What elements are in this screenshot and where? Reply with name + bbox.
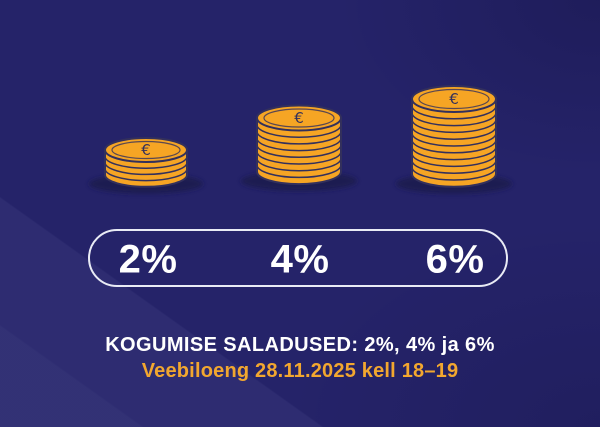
percent-label-4: 4%	[270, 237, 330, 282]
top-coin-inner-ring	[418, 88, 490, 110]
coin-edge-line	[411, 126, 497, 140]
top-coin-face	[411, 85, 497, 113]
top-coin-inner-ring	[111, 140, 181, 160]
top-coin-face	[256, 104, 342, 132]
coin-edge-line	[256, 151, 342, 165]
stack-6-percent: €	[396, 85, 512, 194]
subheadline: Veebiloeng 28.11.2025 kell 18–19	[141, 360, 459, 382]
stack-2-percent: €	[89, 137, 203, 194]
coin-edge-line	[411, 153, 497, 168]
top-coin-face	[104, 137, 188, 163]
euro-symbol-icon: €	[294, 109, 304, 127]
coin-edge-line	[411, 112, 497, 127]
coin-edge-line	[256, 158, 342, 172]
coin-edge-line	[411, 105, 497, 120]
coin-edge-line	[411, 119, 497, 134]
headline: KOGUMISE SALADUSED: 2%, 4% ja 6%	[105, 334, 495, 356]
euro-symbol-icon: €	[449, 90, 459, 108]
coin-edge-line	[104, 168, 188, 182]
coin-edge-line	[411, 160, 497, 174]
percent-label-2: 2%	[118, 237, 178, 282]
euro-symbol-icon: €	[141, 141, 151, 159]
coin-edge-line	[256, 164, 342, 179]
stack-4-percent: €	[241, 104, 357, 192]
coin-edge-line	[256, 124, 342, 138]
percentages-pill	[88, 229, 508, 287]
coin-edge-line	[256, 137, 342, 152]
coin-edge-line	[411, 146, 497, 161]
top-coin-inner-ring	[263, 108, 335, 128]
coin-edge-line	[411, 166, 497, 181]
percent-label-6: 6%	[425, 237, 485, 282]
coin-edge-line	[411, 139, 497, 154]
coin-edge-line	[411, 132, 497, 147]
coin-edge-line	[256, 144, 342, 159]
coin-edge-line	[104, 162, 188, 176]
coin-edge-line	[104, 156, 188, 169]
coin-edge-line	[256, 131, 342, 145]
